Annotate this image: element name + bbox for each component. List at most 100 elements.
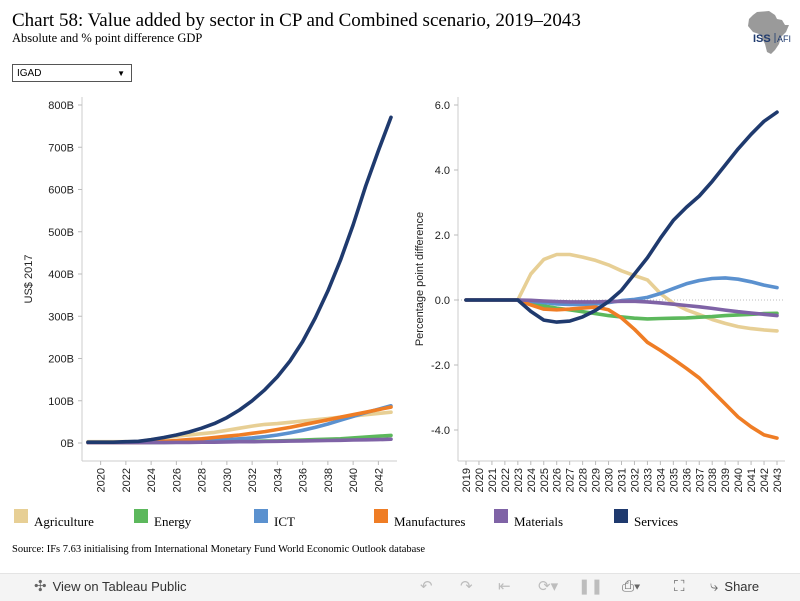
y-tick-label: 300B [48, 311, 74, 323]
legend-swatch [614, 509, 628, 523]
x-tick-label: 2035 [668, 468, 680, 492]
x-tick-label: 2022 [121, 468, 133, 492]
fullscreen-button[interactable]: ⛶ [674, 579, 685, 594]
legend-item-ict[interactable]: ICT [254, 508, 295, 529]
legend-item-agriculture[interactable]: Agriculture [14, 508, 94, 529]
x-tick-label: 2038 [323, 468, 335, 492]
africa-map-icon [748, 11, 789, 54]
x-tick-label: 2037 [694, 468, 706, 492]
x-tick-label: 2036 [298, 468, 310, 492]
legend-label: Materials [514, 514, 564, 529]
chart-panel-absolute: 0B 100B 200B 300B 400B 500B 600B 700B 800B 2020 20… [23, 97, 397, 492]
x-tick-label: 2019 [461, 468, 473, 492]
revert-icon: ⇤ [498, 578, 511, 595]
x-tick-label: 2023 [513, 468, 525, 492]
series-line-manufactures [464, 298, 779, 440]
x-tick-label: 2034 [272, 468, 284, 492]
x-tick-label: 2038 [707, 468, 719, 492]
y-axis-title: Percentage point difference [414, 212, 426, 346]
y-tick-label: 200B [48, 354, 74, 366]
legend-label: Agriculture [34, 514, 94, 529]
tableau-toolbar: ✣ View on Tableau Public ↶ ↷ ⇤ ⟳▾ ❚❚ ⎙▾ … [0, 573, 800, 601]
y-tick-label: 400B [48, 269, 74, 281]
chart-subtitle: Absolute and % point difference GDP [12, 31, 203, 45]
chart-title: Chart 58: Value added by sector in CP an… [12, 10, 581, 31]
pause-button[interactable]: ❚❚ [578, 579, 603, 594]
y-tick-label: 100B [48, 396, 74, 408]
legend-label: Energy [154, 514, 192, 529]
x-tick-label: 2028 [197, 468, 209, 492]
y-tick-label: 600B [48, 185, 74, 197]
x-tick-label: 2040 [733, 468, 745, 492]
x-tick-label: 2034 [655, 468, 667, 492]
y-tick-label: -2.0 [431, 360, 450, 372]
x-tick-label: 2024 [146, 468, 158, 492]
legend-item-energy[interactable]: Energy [134, 508, 191, 529]
legend-swatch [134, 509, 148, 523]
fullscreen-icon: ⛶ [674, 578, 685, 595]
y-tick-label: 4.0 [435, 165, 450, 177]
x-tick-label: 2031 [617, 468, 629, 492]
x-tick-label: 2032 [247, 468, 259, 492]
share-button[interactable]: ⤷ Share [710, 579, 759, 594]
y-tick-label: 700B [48, 142, 74, 154]
x-tick-label: 2041 [746, 468, 758, 492]
refresh-button[interactable]: ⟳▾ [538, 579, 558, 594]
y-tick-label: 2.0 [435, 230, 450, 242]
download-icon: ⎙▾ [622, 578, 641, 595]
legend-item-materials[interactable]: Materials [494, 508, 563, 529]
x-tick-label: 2042 [373, 468, 385, 492]
revert-button[interactable]: ⇤ [498, 579, 511, 594]
legend-swatch [254, 509, 268, 523]
x-tick-label: 2027 [565, 468, 577, 492]
x-tick-label: 2026 [171, 468, 183, 492]
y-tick-label: 800B [48, 100, 74, 112]
x-tick-label: 2030 [222, 468, 234, 492]
chevron-down-icon: ▼ [117, 68, 125, 78]
legend-label: Services [634, 514, 679, 529]
x-tick-label: 2042 [759, 468, 771, 492]
x-tick-label: 2032 [629, 468, 641, 492]
region-filter-value: IGAD [17, 67, 42, 79]
series-line-services [86, 115, 393, 445]
x-tick-label: 2020 [96, 468, 108, 492]
y-tick-label: 6.0 [435, 100, 450, 112]
x-tick-label: 2025 [539, 468, 551, 492]
undo-button[interactable]: ↶ [420, 579, 433, 594]
refresh-icon: ⟳▾ [538, 578, 559, 595]
legend-swatch [494, 509, 508, 523]
pause-icon: ❚❚ [578, 578, 604, 595]
legend-swatch [374, 509, 388, 523]
download-button[interactable]: ⎙▾ [622, 579, 640, 594]
view-on-tableau-label: View on Tableau Public [52, 579, 187, 594]
iss-afi-logo: ISS AFI [748, 11, 791, 54]
redo-button[interactable]: ↷ [460, 579, 473, 594]
x-tick-label: 2039 [720, 468, 732, 492]
logo-text-afi: AFI [777, 34, 791, 44]
x-tick-label: 2036 [681, 468, 693, 492]
x-tick-label: 2020 [474, 468, 486, 492]
x-tick-label: 2021 [487, 468, 499, 492]
x-tick-label: 2024 [526, 468, 538, 492]
redo-icon: ↷ [460, 578, 473, 595]
legend-swatch [14, 509, 28, 523]
view-on-tableau-button[interactable]: ✣ View on Tableau Public [34, 579, 187, 594]
legend-label: ICT [274, 514, 295, 529]
region-filter-dropdown[interactable]: IGAD ▼ [12, 64, 132, 82]
y-tick-label: 0B [61, 438, 74, 450]
x-tick-label: 2030 [604, 468, 616, 492]
chart-panel-pp-diff: -4.0 -2.0 0.0 2.0 4.0 6.0 2019 2020 2021 2022 2023… [414, 97, 785, 492]
y-axis-title: US$ 2017 [23, 255, 35, 304]
x-tick-label: 2040 [348, 468, 360, 492]
legend-item-services[interactable]: Services [614, 508, 678, 529]
legend-item-manufactures[interactable]: Manufactures [374, 508, 465, 529]
y-tick-label: 500B [48, 227, 74, 239]
x-tick-label: 2026 [552, 468, 564, 492]
x-tick-label: 2043 [772, 468, 784, 492]
tableau-icon: ✣ [34, 578, 47, 595]
x-tick-label: 2022 [500, 468, 512, 492]
source-note: Source: IFs 7.63 initialising from Inter… [12, 544, 426, 555]
legend-label: Manufactures [394, 514, 466, 529]
x-tick-label: 2028 [578, 468, 590, 492]
